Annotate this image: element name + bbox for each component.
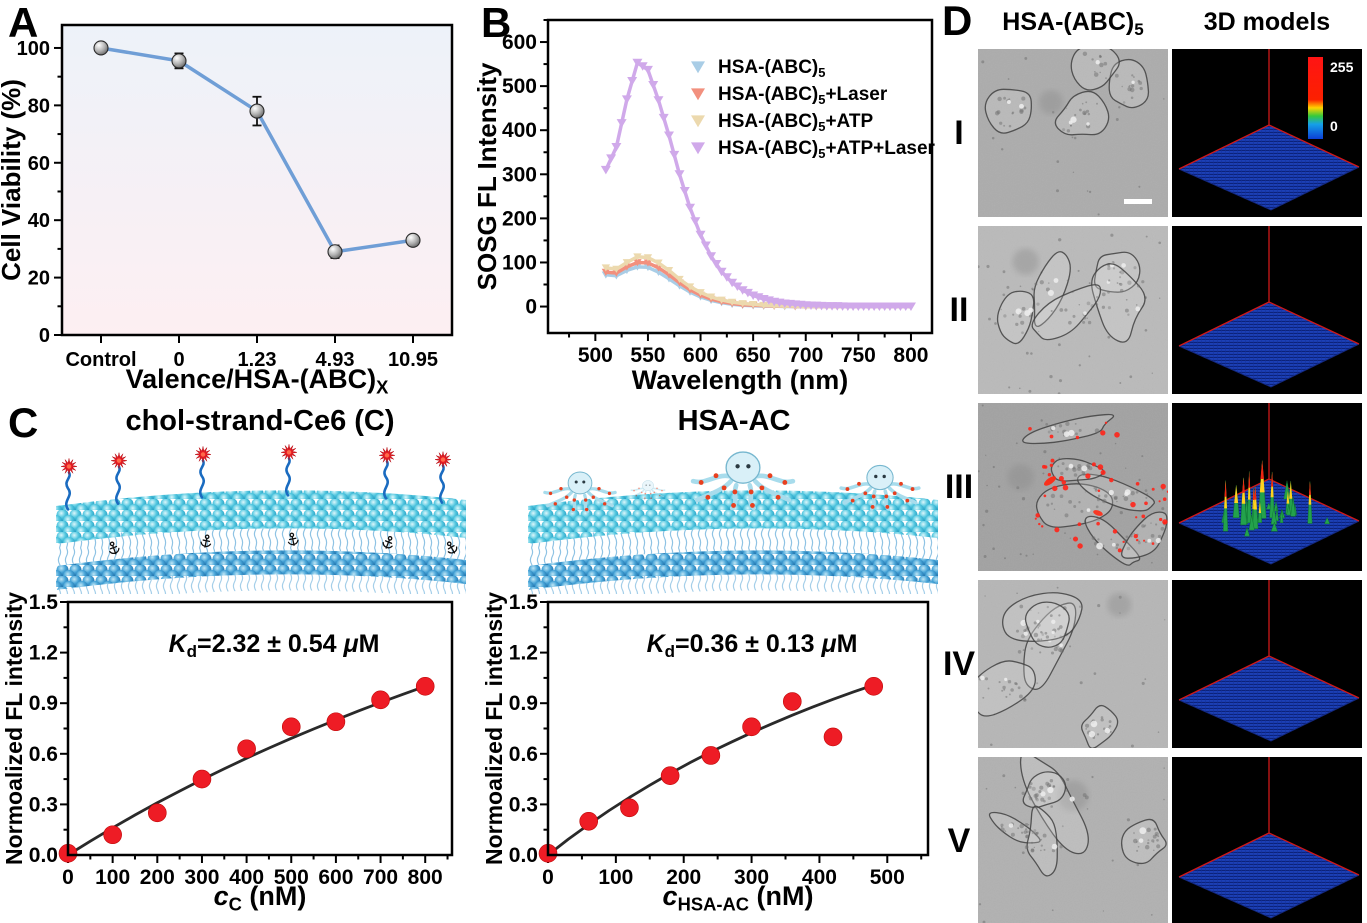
micrograph-row-V (978, 757, 1168, 923)
sosg-spectra-chart: 500 550 600 650 700 750 800 0 100 200 300 400 500 600… (472, 18, 936, 395)
svg-text:200: 200 (666, 866, 701, 889)
row-label-3: III (944, 468, 974, 506)
svg-text:0.0: 0.0 (29, 844, 58, 867)
3d-model-row-II (1172, 226, 1362, 394)
3d-model-row-V (1172, 757, 1362, 923)
svg-text:20: 20 (28, 268, 50, 290)
svg-text:40: 40 (28, 210, 50, 232)
micrograph-row-II (978, 226, 1168, 394)
svg-text:0.6: 0.6 (29, 743, 58, 766)
svg-text:HSA-(ABC)5: HSA-(ABC)5 (718, 57, 825, 80)
membrane-right-title: HSA-AC (677, 405, 791, 437)
svg-text:1.2: 1.2 (29, 642, 58, 665)
svg-text:HSA-(ABC)5+ATP: HSA-(ABC)5+ATP (718, 111, 873, 134)
panel-d-label: D (942, 0, 973, 44)
svg-text:200: 200 (140, 866, 175, 889)
membrane-left-title: chol-strand-Ce6 (C) (125, 405, 395, 437)
3d-model-row-I: 255 0 (1172, 49, 1362, 217)
svg-text:800: 800 (893, 344, 928, 367)
svg-text:1.23: 1.23 (238, 349, 277, 371)
panel-a-label: A (8, 0, 39, 46)
svg-text:Kd=2.32 ± 0.54 μM: Kd=2.32 ± 0.54 μM (169, 630, 380, 661)
svg-text:0.9: 0.9 (29, 692, 58, 715)
svg-text:cC (nM): cC (nM) (214, 881, 307, 914)
binding-curve-chol-strand-chart: 0.0 0.3 0.6 0.9 1.2 1.5 0 100 200 300 400 500 600 700… (1, 591, 454, 914)
svg-text:0: 0 (525, 296, 537, 319)
svg-text:10.95: 10.95 (388, 349, 438, 371)
svg-text:cHSA-AC (nM): cHSA-AC (nM) (663, 881, 814, 914)
row-label-1: I (954, 114, 964, 152)
micrograph-row-III (978, 403, 1168, 571)
svg-text:Cell Viability (%): Cell Viability (%) (0, 79, 26, 281)
svg-text:650: 650 (736, 344, 771, 367)
panel-c-label: C (8, 399, 39, 446)
svg-text:HSA-(ABC)5+ATP+Laser: HSA-(ABC)5+ATP+Laser (718, 138, 936, 161)
svg-text:500: 500 (502, 75, 537, 98)
svg-text:600: 600 (318, 866, 353, 889)
row-label-5: V (947, 822, 971, 860)
row-label-4: IV (942, 645, 976, 683)
svg-text:300: 300 (184, 866, 219, 889)
svg-text:0: 0 (39, 325, 50, 347)
svg-text:1.5: 1.5 (509, 591, 539, 614)
svg-text:800: 800 (408, 866, 443, 889)
svg-text:0.9: 0.9 (509, 692, 538, 715)
svg-text:0.3: 0.3 (29, 793, 58, 816)
svg-text:Wavelength (nm): Wavelength (nm) (632, 365, 849, 395)
column-header-hsa-abc5: HSA-(ABC)5 (1002, 8, 1144, 39)
svg-text:300: 300 (734, 866, 769, 889)
svg-text:0.3: 0.3 (509, 793, 538, 816)
svg-text:500: 500 (274, 866, 309, 889)
3d-model-row-III (1172, 403, 1362, 571)
binding-curve-hsa-ac-chart: 0.0 0.3 0.6 0.9 1.2 1.5 0 100 200 300 400 500 Kd=0.3… (481, 591, 930, 914)
membrane-illustration-chol-strand (56, 444, 466, 594)
svg-text:0: 0 (1330, 118, 1338, 134)
svg-text:750: 750 (841, 344, 876, 367)
svg-text:100: 100 (598, 866, 633, 889)
svg-text:1.5: 1.5 (29, 591, 59, 614)
membrane-illustration-hsa-ac (528, 451, 938, 594)
svg-text:200: 200 (502, 207, 537, 230)
svg-text:0.6: 0.6 (509, 743, 538, 766)
svg-text:100: 100 (95, 866, 130, 889)
svg-text:Normoalized FL intensity: Normoalized FL intensity (481, 592, 507, 865)
svg-text:0: 0 (173, 349, 184, 371)
svg-text:0.0: 0.0 (509, 844, 538, 867)
svg-text:0: 0 (542, 866, 554, 889)
panel-b-label: B (481, 0, 512, 46)
svg-text:500: 500 (870, 866, 905, 889)
row-label-2: II (949, 291, 969, 329)
micrograph-row-I (978, 49, 1168, 217)
svg-text:700: 700 (788, 344, 823, 367)
svg-text:100: 100 (502, 251, 537, 274)
svg-text:Kd=0.36 ± 0.13 μM: Kd=0.36 ± 0.13 μM (647, 630, 858, 661)
svg-text:0: 0 (62, 866, 74, 889)
column-header-3d-models: 3D models (1203, 8, 1331, 36)
svg-text:300: 300 (502, 163, 537, 186)
svg-text:400: 400 (229, 866, 264, 889)
svg-text:100: 100 (17, 38, 50, 60)
svg-text:400: 400 (802, 866, 837, 889)
svg-text:HSA-(ABC)5+Laser: HSA-(ABC)5+Laser (718, 84, 888, 107)
cell-viability-chart: 0 20 40 60 80 100 Control 0 1.23 4.93 10.95 Cell Vi… (0, 23, 454, 397)
svg-text:Control: Control (65, 349, 136, 371)
svg-text:4.93: 4.93 (316, 349, 355, 371)
panel-d-micrograph-grid: D HSA-(ABC)5 3D models I II III IV V (940, 0, 1367, 923)
svg-text:Normoalized FL intensity: Normoalized FL intensity (1, 592, 27, 865)
svg-text:550: 550 (630, 344, 665, 367)
svg-text:Valence/HSA-(ABC)X: Valence/HSA-(ABC)X (126, 364, 390, 397)
svg-text:700: 700 (363, 866, 398, 889)
svg-text:600: 600 (502, 31, 537, 54)
svg-text:400: 400 (502, 119, 537, 142)
micrograph-row-IV (978, 580, 1168, 748)
svg-text:500: 500 (578, 344, 613, 367)
svg-text:SOSG FL Intensity: SOSG FL Intensity (472, 62, 502, 290)
svg-text:600: 600 (683, 344, 718, 367)
svg-text:80: 80 (28, 95, 50, 117)
svg-text:60: 60 (28, 153, 50, 175)
3d-model-row-IV (1172, 580, 1362, 748)
svg-text:255: 255 (1330, 59, 1354, 75)
svg-text:1.2: 1.2 (509, 642, 538, 665)
